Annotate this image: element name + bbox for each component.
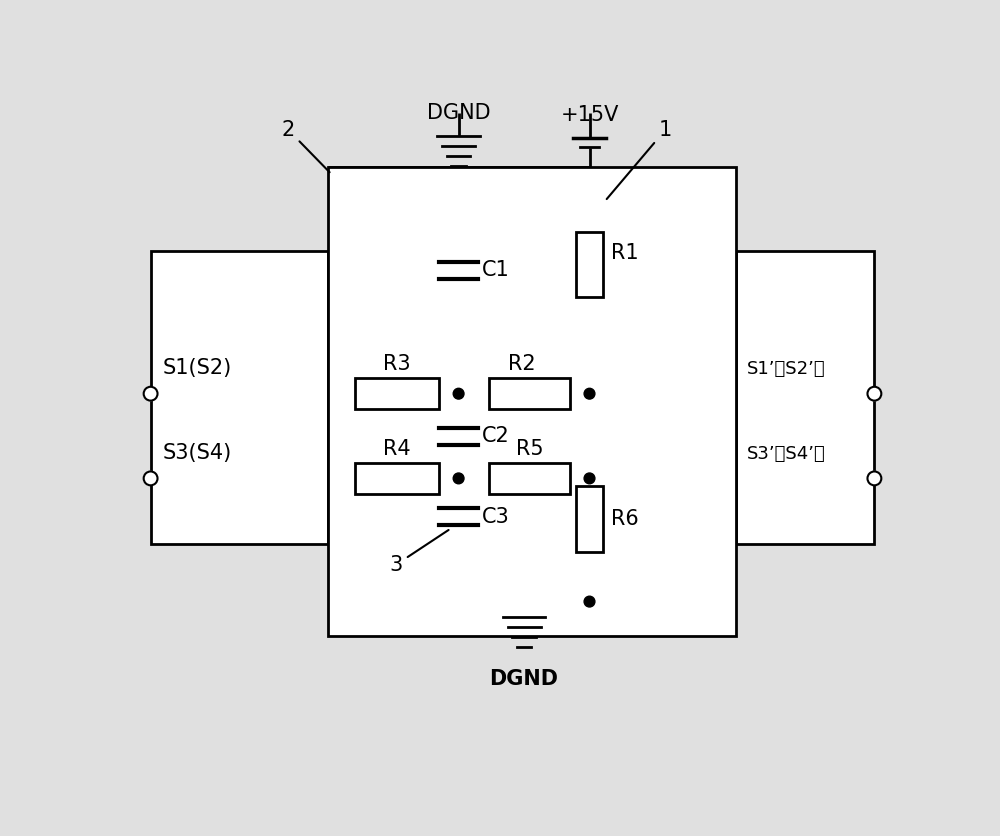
Circle shape <box>453 473 464 484</box>
Text: R2: R2 <box>508 354 536 375</box>
Circle shape <box>144 472 158 486</box>
Text: C1: C1 <box>482 261 509 281</box>
Text: +15V: +15V <box>560 105 619 125</box>
Text: R6: R6 <box>611 509 639 529</box>
Text: C2: C2 <box>482 426 509 446</box>
Bar <box>736 252 874 544</box>
Text: 3: 3 <box>389 530 449 575</box>
Bar <box>489 378 570 409</box>
Circle shape <box>453 388 464 399</box>
Text: R5: R5 <box>516 439 544 459</box>
Bar <box>328 166 736 636</box>
Circle shape <box>867 387 881 400</box>
Text: DGND: DGND <box>490 669 559 689</box>
Text: S3’（S4’）: S3’（S4’） <box>747 445 826 463</box>
Circle shape <box>867 472 881 486</box>
Bar <box>489 463 570 494</box>
Circle shape <box>584 596 595 607</box>
Bar <box>576 486 603 552</box>
Text: S1(S2): S1(S2) <box>162 359 231 379</box>
Text: R3: R3 <box>383 354 411 375</box>
Circle shape <box>584 388 595 399</box>
Text: DGND: DGND <box>427 104 490 124</box>
Text: S1’（S2’）: S1’（S2’） <box>747 360 826 379</box>
Text: R4: R4 <box>383 439 411 459</box>
Text: S3(S4): S3(S4) <box>162 443 231 463</box>
Circle shape <box>144 387 158 400</box>
Bar <box>355 463 439 494</box>
Circle shape <box>584 473 595 484</box>
Text: R1: R1 <box>611 243 639 263</box>
Bar <box>355 378 439 409</box>
Text: 1: 1 <box>607 120 672 199</box>
Bar <box>576 232 603 298</box>
Bar <box>151 252 328 544</box>
Text: C3: C3 <box>482 507 509 527</box>
Text: 2: 2 <box>282 120 330 172</box>
